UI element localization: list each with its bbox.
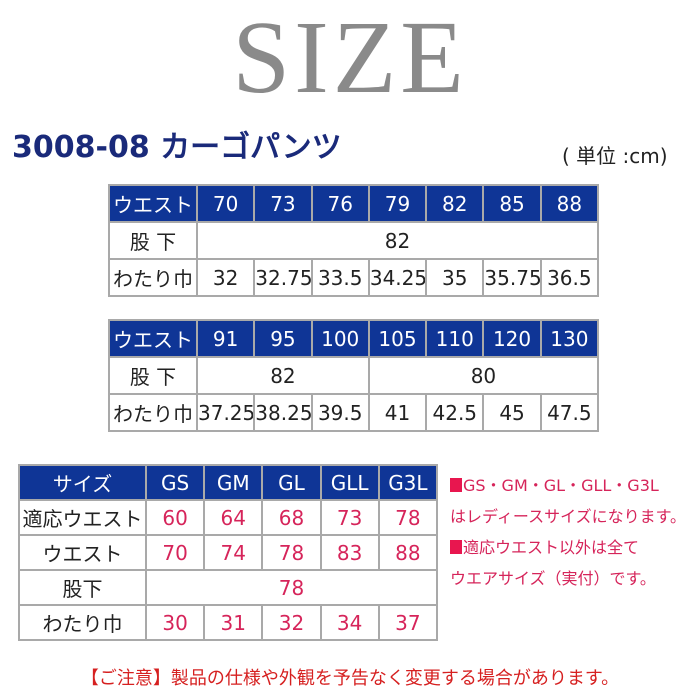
cell: 78 [145, 569, 438, 606]
cell: 76 [310, 184, 370, 223]
table-row: ウエスト 91 95 100 105 110 120 130 [108, 319, 600, 358]
cell: 88 [539, 184, 600, 223]
row-label: 股下 [18, 569, 147, 606]
cell: 74 [203, 534, 264, 571]
row-label: ウエスト [18, 534, 147, 571]
row-label: わたり巾 [18, 604, 147, 641]
cell: 100 [310, 319, 370, 358]
row-label: ウエスト [108, 319, 198, 358]
cell: 82 [196, 221, 599, 260]
cell: 70 [144, 534, 206, 571]
table-row: サイズ GS GM GL GLL G3L [18, 464, 439, 501]
cell: 88 [377, 534, 439, 571]
cell: 42.5 [425, 393, 485, 432]
table-row: 股 下 82 80 [108, 356, 600, 395]
table-row: わたり巾 37.25 38.25 39.5 41 42.5 45 47.5 [108, 393, 600, 432]
square-bullet-icon [450, 478, 462, 492]
row-label: 適応ウエスト [18, 499, 147, 536]
table-row: 適応ウエスト 60 64 68 73 78 [18, 499, 439, 536]
cell: 105 [367, 319, 428, 358]
cell: 78 [261, 534, 322, 571]
note-text: 適応ウエスト以外は全て [463, 538, 640, 557]
row-label: ウエスト [108, 184, 198, 223]
cell: 34.25 [367, 258, 428, 297]
table-row: 股下 78 [18, 569, 438, 606]
row-label: わたり巾 [108, 393, 198, 432]
size-table-1: ウエスト 70 73 76 79 82 85 88 股 下 82 わたり巾 32… [108, 184, 600, 297]
cell: 45 [482, 393, 542, 432]
cell: 33.5 [310, 258, 370, 297]
cell: 39.5 [310, 393, 370, 432]
cell: 60 [144, 499, 206, 536]
cell: 70 [195, 184, 256, 223]
cell: 95 [253, 319, 313, 358]
cell: 31 [203, 604, 264, 641]
cell: 82 [196, 356, 370, 395]
cell: 79 [367, 184, 428, 223]
cell: 47.5 [539, 393, 600, 432]
cell: 36.5 [539, 258, 600, 297]
row-label: 股 下 [108, 221, 198, 260]
cell: 35.75 [482, 258, 542, 297]
note-text: GS・GM・GL・GLL・G3L [463, 476, 659, 495]
cell: 68 [261, 499, 322, 536]
cell: 78 [377, 499, 439, 536]
cell: 35 [425, 258, 485, 297]
cell: 83 [319, 534, 380, 571]
cell: 41 [367, 393, 428, 432]
row-label: わたり巾 [108, 258, 198, 297]
table-row: 股 下 82 [108, 221, 599, 260]
table-row: わたり巾 32 32.75 33.5 34.25 35 35.75 36.5 [108, 258, 600, 297]
cell: GS [144, 464, 206, 501]
table-row: ウエスト 70 73 76 79 82 85 88 [108, 184, 600, 223]
notes: GS・GM・GL・GLL・G3L はレディースサイズになります。 適応ウエスト以… [450, 470, 686, 594]
row-label: サイズ [18, 464, 147, 501]
cell: 130 [539, 319, 600, 358]
page-title: SIZE [232, 0, 468, 115]
size-table-2: ウエスト 91 95 100 105 110 120 130 股 下 82 80… [108, 319, 600, 432]
cell: 82 [425, 184, 485, 223]
cell: 120 [482, 319, 542, 358]
cell: GL [261, 464, 322, 501]
cell: 34 [319, 604, 380, 641]
cell: GM [203, 464, 264, 501]
cell: 37 [377, 604, 439, 641]
cell: 37.25 [195, 393, 256, 432]
cell: 64 [203, 499, 264, 536]
cell: 32.75 [253, 258, 313, 297]
note-text: ウエアサイズ（実付）です。 [450, 569, 656, 588]
cell: 38.25 [253, 393, 313, 432]
table-row: わたり巾 30 31 32 34 37 [18, 604, 439, 641]
cell: 80 [367, 356, 600, 395]
ladies-size-table: サイズ GS GM GL GLL G3L 適応ウエスト 60 64 68 73 … [18, 464, 439, 641]
cell: 73 [319, 499, 380, 536]
cell: G3L [377, 464, 439, 501]
cell: 32 [261, 604, 322, 641]
cell: 73 [253, 184, 313, 223]
table-row: ウエスト 70 74 78 83 88 [18, 534, 439, 571]
cell: 91 [195, 319, 256, 358]
cell: 110 [425, 319, 485, 358]
row-label: 股 下 [108, 356, 198, 395]
product-name: 3008-08 カーゴパンツ [12, 130, 342, 165]
cell: 30 [144, 604, 206, 641]
square-bullet-icon [450, 540, 462, 554]
note-text: はレディースサイズになります。 [450, 507, 687, 526]
unit-label: ( 単位 :cm) [562, 144, 668, 168]
cell: 85 [482, 184, 542, 223]
cell: 32 [195, 258, 256, 297]
cell: GLL [319, 464, 380, 501]
caution-note: 【ご注意】製品の仕様や外観を予告なく変更する場合があります。 [80, 668, 620, 689]
